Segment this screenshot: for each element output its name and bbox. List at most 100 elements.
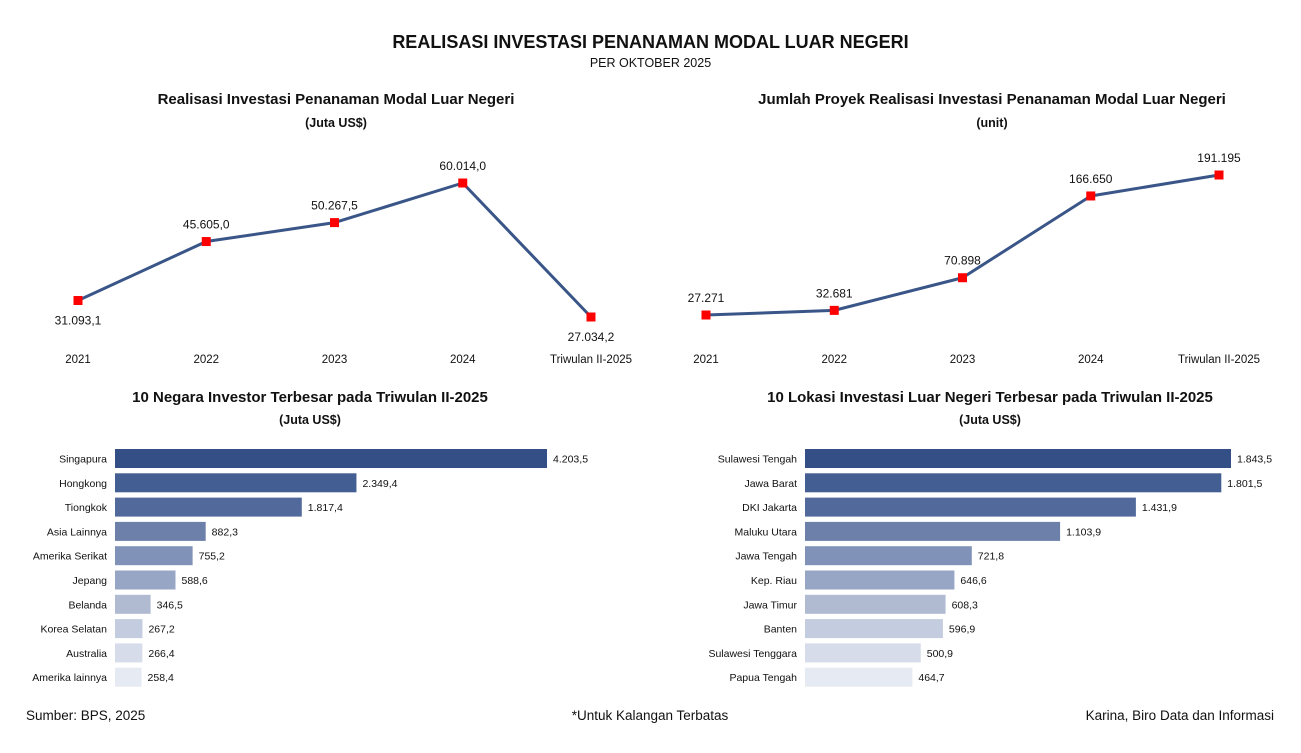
value-label-Korea Selatan: 267,2	[148, 624, 174, 636]
value-label-Singapura: 4.203,5	[553, 454, 588, 466]
bar-Jawa Barat	[805, 473, 1222, 493]
category-label-Belanda: Belanda	[68, 599, 107, 611]
category-label-Hongkong: Hongkong	[59, 478, 107, 490]
category-label-Sulawesi Tenggara: Sulawesi Tenggara	[708, 648, 797, 660]
x-tick-2021: 2021	[65, 354, 91, 366]
bar-Amerika lainnya	[115, 667, 142, 687]
category-label-Korea Selatan: Korea Selatan	[40, 624, 107, 636]
bar-Singapura	[115, 449, 547, 468]
bar-Hongkong	[115, 473, 357, 493]
bar-Papua Tengah	[805, 667, 913, 687]
bar-DKI Jakarta	[805, 497, 1136, 517]
chart-title-investasi: Realisasi Investasi Penanaman Modal Luar…	[157, 91, 515, 108]
bar-Australia	[115, 643, 143, 663]
bar-chart-negara: Singapura 4.203,5 Hongkong 2.349,4 Tiongkok 1…	[32, 449, 588, 687]
category-label-Maluku Utara: Maluku Utara	[735, 526, 798, 538]
bar-Belanda	[115, 594, 151, 614]
category-label-Banten: Banten	[764, 624, 797, 636]
bar-Amerika Serikat	[115, 546, 193, 566]
category-label-Singapura: Singapura	[59, 454, 107, 466]
data-point-2021	[73, 296, 83, 306]
category-label-Australia: Australia	[66, 648, 107, 660]
data-point-Triwulan II-2025	[1214, 170, 1224, 180]
bar-Kep. Riau	[805, 570, 955, 590]
value-label-Kep. Riau: 646,6	[960, 575, 986, 587]
bar-chart-lokasi: Sulawesi Tengah 1.843,5 Jawa Barat 1.801,5 D…	[708, 449, 1272, 687]
chart-unit-proyek: (unit)	[976, 116, 1008, 130]
chart-title-proyek: Jumlah Proyek Realisasi Investasi Penana…	[758, 91, 1226, 108]
bar-Maluku Utara	[805, 521, 1061, 541]
bar-Tiongkok	[115, 497, 302, 517]
chart-title-negara: 10 Negara Investor Terbesar pada Triwula…	[132, 389, 488, 406]
category-label-Tiongkok: Tiongkok	[65, 502, 108, 514]
value-label-DKI Jakarta: 1.431,9	[1142, 502, 1177, 514]
source-note: Sumber: BPS, 2025	[26, 708, 146, 723]
category-label-Asia Lainnya: Asia Lainnya	[47, 526, 107, 538]
line-chart-investasi: 31.093,1 2021 45.605,0 2022 50.267,5 2023 60.0…	[55, 159, 632, 366]
data-label-2021: 27.271	[688, 291, 725, 305]
data-point-2022	[201, 237, 211, 247]
author-note: Karina, Biro Data dan Informasi	[1085, 708, 1274, 723]
category-label-Papua Tengah: Papua Tengah	[729, 672, 797, 684]
bar-Jepang	[115, 570, 176, 590]
page-title: REALISASI INVESTASI PENANAMAN MODAL LUAR…	[392, 32, 909, 52]
data-point-Triwulan II-2025	[586, 312, 596, 322]
bar-Sulawesi Tenggara	[805, 643, 921, 663]
category-label-Amerika Serikat: Amerika Serikat	[33, 551, 107, 563]
x-tick-2024: 2024	[1078, 354, 1104, 366]
bar-Sulawesi Tengah	[805, 449, 1231, 468]
bar-Jawa Timur	[805, 594, 946, 614]
data-point-2021	[701, 310, 711, 320]
chart-title-lokasi: 10 Lokasi Investasi Luar Negeri Terbesar…	[767, 389, 1213, 406]
category-label-Sulawesi Tengah: Sulawesi Tengah	[718, 454, 797, 466]
x-tick-2022: 2022	[821, 354, 847, 366]
value-label-Sulawesi Tengah: 1.843,5	[1237, 454, 1272, 466]
data-label-2022: 45.605,0	[183, 218, 230, 232]
value-label-Sulawesi Tenggara: 500,9	[927, 648, 953, 660]
data-point-2024	[458, 178, 468, 188]
data-point-2023	[330, 218, 339, 228]
bar-Jawa Tengah	[805, 546, 972, 566]
data-label-2024: 60.014,0	[439, 159, 486, 173]
data-label-2023: 70.898	[944, 254, 981, 268]
data-point-2024	[1086, 191, 1096, 201]
x-tick-Triwulan II-2025: Triwulan II-2025	[1178, 354, 1260, 366]
value-label-Jawa Tengah: 721,8	[978, 551, 1004, 563]
value-label-Amerika Serikat: 755,2	[199, 551, 225, 563]
category-label-Jawa Tengah: Jawa Tengah	[735, 551, 797, 563]
value-label-Maluku Utara: 1.103,9	[1066, 526, 1101, 538]
line-chart-proyek: 27.271 2021 32.681 2022 70.898 2023 166.650 202…	[688, 151, 1260, 366]
data-label-Triwulan II-2025: 27.034,2	[568, 330, 615, 344]
category-label-Jawa Barat: Jawa Barat	[744, 478, 797, 490]
value-label-Jepang: 588,6	[181, 575, 207, 587]
bar-Korea Selatan	[115, 619, 143, 639]
data-point-2023	[958, 273, 967, 283]
x-tick-2023: 2023	[950, 354, 976, 366]
series-line	[705, 173, 1220, 317]
data-label-2024: 166.650	[1069, 172, 1113, 186]
restricted-note: *Untuk Kalangan Terbatas	[571, 708, 729, 723]
x-tick-2023: 2023	[322, 354, 348, 366]
category-label-Kep. Riau: Kep. Riau	[751, 575, 797, 587]
category-label-Jepang: Jepang	[73, 575, 108, 587]
value-label-Banten: 596,9	[949, 624, 975, 636]
bar-Banten	[805, 619, 943, 639]
value-label-Hongkong: 2.349,4	[362, 478, 397, 490]
x-tick-2021: 2021	[693, 354, 719, 366]
value-label-Papua Tengah: 464,7	[918, 672, 944, 684]
x-tick-2022: 2022	[193, 354, 219, 366]
value-label-Belanda: 346,5	[157, 599, 183, 611]
category-label-DKI Jakarta: DKI Jakarta	[742, 502, 797, 514]
x-tick-Triwulan II-2025: Triwulan II-2025	[550, 354, 632, 366]
chart-unit-lokasi: (Juta US$)	[959, 413, 1021, 427]
data-point-2022	[829, 305, 839, 315]
value-label-Tiongkok: 1.817,4	[308, 502, 343, 514]
data-label-2023: 50.267,5	[311, 199, 358, 213]
value-label-Amerika lainnya: 258,4	[148, 672, 174, 684]
data-label-2022: 32.681	[816, 286, 853, 300]
bar-Asia Lainnya	[115, 521, 206, 541]
page-subtitle: PER OKTOBER 2025	[589, 56, 712, 70]
chart-unit-negara: (Juta US$)	[279, 413, 341, 427]
chart-unit-investasi: (Juta US$)	[305, 116, 367, 130]
category-label-Jawa Timur: Jawa Timur	[743, 599, 797, 611]
